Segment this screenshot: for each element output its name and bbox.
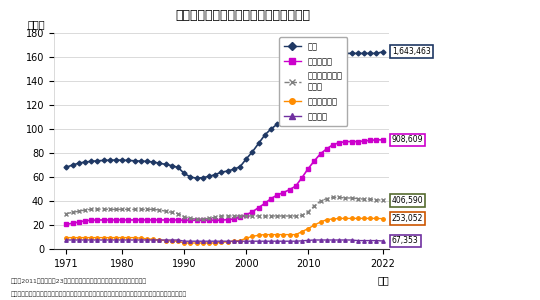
母子世帯	[361, 239, 367, 242]
障害者・傷病者
世帯計	[218, 214, 225, 218]
高齢者世帯	[63, 223, 70, 226]
Line: 母子世帯: 母子世帯	[65, 238, 384, 243]
Line: その他の世帯: その他の世帯	[65, 217, 384, 245]
その他の世帯	[218, 241, 225, 244]
障害者・傷病者
世帯計	[63, 212, 70, 215]
その他の世帯	[380, 217, 386, 220]
Text: 406,590: 406,590	[392, 196, 423, 205]
Text: 年度: 年度	[377, 275, 389, 285]
障害者・傷病者
世帯計	[88, 208, 94, 211]
母子世帯	[175, 238, 181, 242]
その他の世帯	[63, 236, 70, 239]
障害者・傷病者
世帯計	[330, 196, 336, 199]
母子世帯	[88, 238, 94, 242]
Line: 高齢者世帯: 高齢者世帯	[65, 138, 384, 226]
Legend: 総数, 高齢者世帯, 障害者・傷病者
世帯計, その他の世帯, 母子世帯: 総数, 高齢者世帯, 障害者・傷病者 世帯計, その他の世帯, 母子世帯	[279, 37, 347, 126]
Text: 67,353: 67,353	[392, 236, 418, 245]
高齢者世帯	[373, 138, 380, 142]
Text: 世帯類型別被保護世帯数（１か月平均）: 世帯類型別被保護世帯数（１か月平均）	[176, 9, 310, 22]
高齢者世帯	[268, 197, 274, 200]
高齢者世帯	[255, 206, 262, 209]
高齢者世帯	[355, 140, 361, 143]
Text: 注２）総数には保護停止中の世帯も含む（各世帯類型別の世帯数には保護停止中の世帯は含まれない）。: 注２）総数には保護停止中の世帯も含む（各世帯類型別の世帯数には保護停止中の世帯は…	[11, 291, 187, 297]
Line: 障害者・傷病者
世帯計: 障害者・傷病者 世帯計	[65, 196, 384, 221]
その他の世帯	[274, 233, 280, 236]
障害者・傷病者
世帯計	[193, 217, 200, 221]
総数	[261, 133, 268, 137]
Text: 1,643,463: 1,643,463	[392, 47, 431, 56]
その他の世帯	[261, 233, 268, 236]
Text: 253,052: 253,052	[392, 214, 423, 223]
その他の世帯	[175, 239, 181, 243]
障害者・傷病者
世帯計	[380, 198, 386, 202]
母子世帯	[63, 238, 70, 242]
母子世帯	[380, 239, 386, 243]
Line: 総数: 総数	[65, 50, 384, 180]
母子世帯	[218, 239, 225, 243]
その他の世帯	[237, 239, 243, 242]
母子世帯	[181, 239, 187, 243]
障害者・傷病者
世帯計	[175, 212, 181, 215]
総数	[380, 50, 386, 54]
母子世帯	[274, 239, 280, 243]
高齢者世帯	[88, 218, 94, 222]
その他の世帯	[181, 241, 187, 245]
総数	[88, 160, 94, 163]
Text: 万世帯: 万世帯	[27, 19, 45, 29]
高齢者世帯	[380, 138, 386, 142]
障害者・傷病者
世帯計	[274, 214, 280, 218]
総数	[63, 165, 70, 169]
高齢者世帯	[212, 218, 219, 222]
総数	[274, 122, 280, 126]
総数	[361, 52, 367, 55]
母子世帯	[261, 239, 268, 243]
総数	[218, 170, 225, 174]
その他の世帯	[336, 217, 342, 220]
障害者・傷病者
世帯計	[261, 214, 268, 218]
総数	[193, 176, 200, 180]
その他の世帯	[88, 236, 94, 239]
Text: 注１）2011年度（平成23年度）までは「福祉行政報告例」（厚生労働省）: 注１）2011年度（平成23年度）までは「福祉行政報告例」（厚生労働省）	[11, 278, 147, 284]
総数	[175, 166, 181, 169]
高齢者世帯	[175, 218, 181, 222]
障害者・傷病者
世帯計	[237, 214, 243, 218]
Text: 908,609: 908,609	[392, 136, 423, 145]
